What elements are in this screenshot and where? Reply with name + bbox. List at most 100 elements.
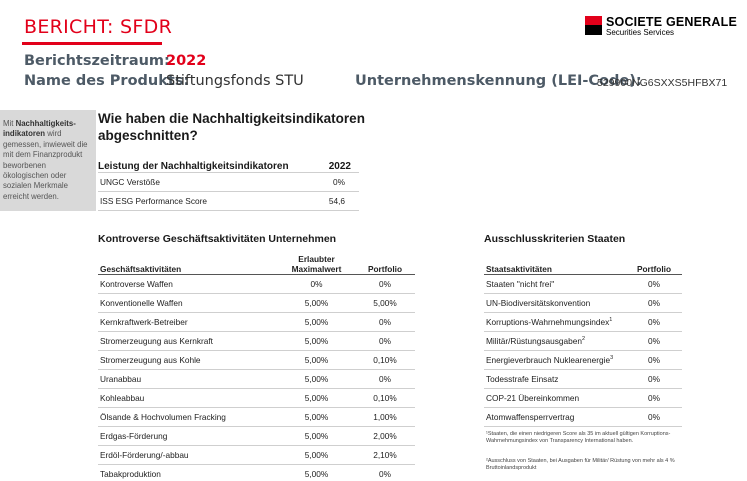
state-label: UN-Biodiversitätskonvention xyxy=(486,297,591,308)
max-cell: 0% xyxy=(278,274,353,294)
col-portfolio: Portfolio xyxy=(353,248,415,275)
activity-cell: Uranabbau xyxy=(98,369,278,389)
max-cell: 5,00% xyxy=(278,331,353,351)
state-cell: COP-21 Übereinkommen xyxy=(484,388,624,408)
performance-table: Leistung der Nachhaltigkeitsindikatoren … xyxy=(98,152,359,211)
col-activity: Geschäftsaktivitäten xyxy=(98,248,278,275)
report-title: BERICHT: SFDR xyxy=(24,16,173,38)
societe-generale-logo-icon xyxy=(585,16,602,35)
product-label: Name des Produkts: xyxy=(24,73,190,89)
table-row: ISS ESG Performance Score 54,6 xyxy=(98,191,359,211)
col-state-activity: Staatsaktivitäten xyxy=(484,248,624,275)
portfolio-cell: 0% xyxy=(624,407,682,427)
table-row: Korruptions-Wahrnehmungsindex1 0% xyxy=(484,312,682,332)
table-row: Militär/Rüstungsausgaben2 0% xyxy=(484,331,682,351)
perf-label: ISS ESG Performance Score xyxy=(98,191,322,211)
portfolio-cell: 0,10% xyxy=(353,388,415,408)
portfolio-cell: 0% xyxy=(624,350,682,370)
portfolio-cell: 0% xyxy=(353,274,415,294)
table-row: UNGC Verstöße 0% xyxy=(98,172,359,192)
table-row: COP-21 Übereinkommen 0% xyxy=(484,388,682,408)
table-row: Uranabbau 5,00% 0% xyxy=(98,369,415,389)
portfolio-cell: 5,00% xyxy=(353,293,415,313)
table-row: Kontroverse Waffen 0% 0% xyxy=(98,274,415,294)
table-row: Energieverbrauch Nuklearenergie3 0% xyxy=(484,350,682,370)
state-cell: Korruptions-Wahrnehmungsindex1 xyxy=(484,312,624,332)
activity-cell: Konventionelle Waffen xyxy=(98,293,278,313)
portfolio-cell: 0% xyxy=(624,274,682,294)
max-cell: 5,00% xyxy=(278,293,353,313)
indicators-heading: Wie haben die Nachhaltigkeitsindikatoren… xyxy=(98,111,365,143)
controversial-table: Geschäftsaktivitäten Erlaubter Maximalwe… xyxy=(98,248,415,481)
controversial-title: Kontroverse Geschäftsaktivitäten Unterne… xyxy=(98,233,337,245)
col-state-portfolio: Portfolio xyxy=(624,248,682,275)
max-cell: 5,00% xyxy=(278,426,353,446)
activity-cell: Stromerzeugung aus Kernkraft xyxy=(98,331,278,351)
max-cell: 5,00% xyxy=(278,407,353,427)
table-row: Ölsande & Hochvolumen Fracking 5,00% 1,00% xyxy=(98,407,415,427)
portfolio-cell: 0% xyxy=(624,369,682,389)
portfolio-cell: 2,00% xyxy=(353,426,415,446)
table-row: Atomwaffensperrvertrag 0% xyxy=(484,407,682,427)
state-label: Atomwaffensperrvertrag xyxy=(486,411,575,422)
activity-cell: Kontroverse Waffen xyxy=(98,274,278,294)
max-cell: 5,00% xyxy=(278,350,353,370)
state-label: COP-21 Übereinkommen xyxy=(486,392,580,403)
brand-name: SOCIETE GENERALE xyxy=(606,15,737,29)
max-cell: 5,00% xyxy=(278,445,353,465)
activity-cell: Erdgas-Förderung xyxy=(98,426,278,446)
activity-cell: Tabakproduktion xyxy=(98,464,278,481)
state-cell: Staaten "nicht frei" xyxy=(484,274,624,294)
side-note-bold: Nachhaltigkeits-indikatoren xyxy=(3,119,76,139)
perf-value: 54,6 xyxy=(321,191,359,211)
state-cell: Atomwaffensperrvertrag xyxy=(484,407,624,427)
perf-label: UNGC Verstöße xyxy=(98,172,322,192)
activity-cell: Ölsande & Hochvolumen Fracking xyxy=(98,407,278,427)
table-row: Erdöl-Förderung/-abbau 5,00% 2,10% xyxy=(98,445,415,465)
portfolio-cell: 1,00% xyxy=(353,407,415,427)
perf-title: Leistung der Nachhaltigkeitsindikatoren xyxy=(98,152,322,173)
state-label: Staaten "nicht frei" xyxy=(486,278,555,289)
product-value: Stiftungsfonds STU xyxy=(166,73,304,89)
table-row: Kohleabbau 5,00% 0,10% xyxy=(98,388,415,408)
table-row: Tabakproduktion 5,00% 0% xyxy=(98,464,415,481)
portfolio-cell: 0% xyxy=(353,464,415,481)
footnote-marker: 2 xyxy=(581,335,585,342)
col-max: Erlaubter Maximalwert xyxy=(278,248,353,275)
lei-value: 529900NG6SXXS5HFBX71 xyxy=(597,77,728,89)
portfolio-cell: 2,10% xyxy=(353,445,415,465)
footnote-marker: 3 xyxy=(610,354,614,361)
footnote-marker: 1 xyxy=(609,316,613,323)
activity-cell: Kernkraftwerk-Betreiber xyxy=(98,312,278,332)
table-row: Staaten "nicht frei" 0% xyxy=(484,274,682,294)
portfolio-cell: 0% xyxy=(353,331,415,351)
portfolio-cell: 0% xyxy=(624,388,682,408)
max-cell: 5,00% xyxy=(278,312,353,332)
state-cell: Energieverbrauch Nuklearenergie3 xyxy=(484,350,624,370)
footnote-2: ²Ausschluss von Staaten, bei Ausgaben fü… xyxy=(486,458,675,471)
table-row: Stromerzeugung aus Kernkraft 5,00% 0% xyxy=(98,331,415,351)
footnote-1: ¹Staaten, die einen niedrigeren Score al… xyxy=(486,431,671,444)
side-note: Mit Nachhaltigkeits-indikatoren wird gem… xyxy=(0,110,96,211)
table-row: Kernkraftwerk-Betreiber 5,00% 0% xyxy=(98,312,415,332)
side-note-text: wird gemessen, inwieweit die mit dem Fin… xyxy=(3,129,88,201)
portfolio-cell: 0% xyxy=(353,312,415,332)
title-underline xyxy=(22,42,162,45)
state-cell: UN-Biodiversitätskonvention xyxy=(484,293,624,313)
table-row: Konventionelle Waffen 5,00% 5,00% xyxy=(98,293,415,313)
period-value: 2022 xyxy=(166,53,207,69)
state-label: Todesstrafe Einsatz xyxy=(486,373,559,384)
max-cell: 5,00% xyxy=(278,369,353,389)
portfolio-cell: 0% xyxy=(624,312,682,332)
activity-cell: Stromerzeugung aus Kohle xyxy=(98,350,278,370)
table-row: Stromerzeugung aus Kohle 5,00% 0,10% xyxy=(98,350,415,370)
state-label: Energieverbrauch Nuklearenergie xyxy=(486,354,611,365)
state-cell: Todesstrafe Einsatz xyxy=(484,369,624,389)
table-row: UN-Biodiversitätskonvention 0% xyxy=(484,293,682,313)
exclusion-title: Ausschlusskriterien Staaten xyxy=(484,233,626,245)
side-note-prefix: Mit xyxy=(3,119,14,128)
portfolio-cell: 0% xyxy=(624,331,682,351)
perf-value: 0% xyxy=(321,172,359,192)
portfolio-cell: 0% xyxy=(624,293,682,313)
lei-label: Unternehmenskennung (LEI-Code): xyxy=(355,73,642,89)
